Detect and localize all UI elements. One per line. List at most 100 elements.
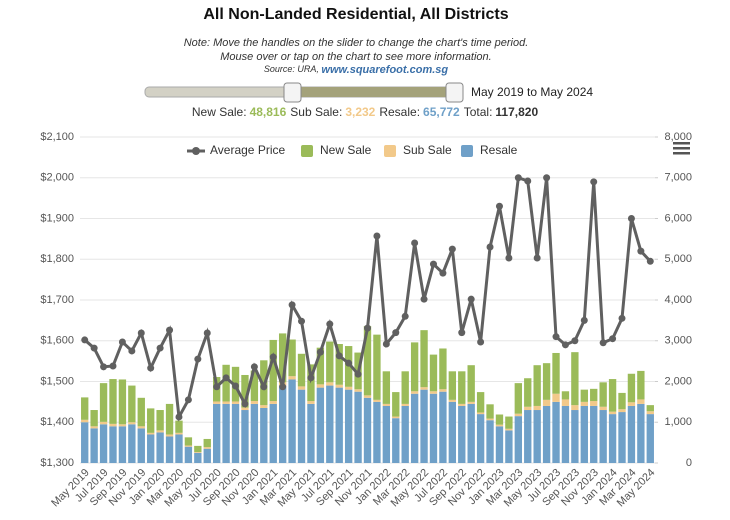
bar <box>590 401 598 406</box>
bar <box>533 365 541 406</box>
line-point <box>222 374 230 382</box>
bar <box>542 405 551 463</box>
line-point <box>184 396 192 404</box>
legend-item[interactable]: Average Price <box>187 143 285 157</box>
bar <box>194 445 202 452</box>
bar <box>297 386 306 390</box>
bar <box>213 401 221 404</box>
bar <box>90 428 98 463</box>
bar <box>561 391 570 400</box>
bar <box>250 370 259 402</box>
bar <box>382 371 391 404</box>
bar <box>467 403 475 463</box>
y2-tick-label: 1,000 <box>664 416 692 428</box>
bar <box>175 432 183 435</box>
bar <box>637 370 645 400</box>
bar <box>627 405 636 463</box>
y-tick-label: $1,700 <box>40 294 74 306</box>
bar <box>241 374 249 408</box>
legend-item[interactable]: Sub Sale <box>384 143 452 157</box>
slider-handle[interactable] <box>445 82 464 103</box>
menu-icon[interactable] <box>673 142 690 155</box>
bar <box>250 401 259 404</box>
bar <box>81 422 89 463</box>
line-point <box>269 353 277 361</box>
bar <box>316 384 325 388</box>
slider[interactable] <box>144 82 464 103</box>
line-point <box>90 344 98 352</box>
bar <box>392 416 400 419</box>
line-point <box>571 337 579 345</box>
bar <box>448 401 457 463</box>
bar <box>90 410 98 427</box>
bar <box>326 341 334 383</box>
line-point <box>364 324 371 332</box>
slider-handle[interactable] <box>283 82 302 103</box>
legend-label: Resale <box>480 143 518 157</box>
line-point <box>109 362 117 370</box>
line-point <box>298 317 306 325</box>
bar <box>203 448 211 463</box>
line-point <box>382 340 390 348</box>
line-point <box>166 326 174 334</box>
source: Source: URA, www.squarefoot.com.sg <box>264 64 449 76</box>
bar <box>118 424 127 427</box>
bar <box>571 405 579 411</box>
line-point <box>505 254 513 262</box>
bar <box>363 397 372 463</box>
line-point <box>514 174 522 182</box>
line-point <box>241 400 249 408</box>
bar <box>552 352 560 394</box>
bar <box>580 405 588 463</box>
bar <box>222 364 230 402</box>
line-point <box>429 260 437 268</box>
bar <box>458 405 466 463</box>
legend-marker <box>192 147 200 155</box>
bar <box>128 422 136 425</box>
bar <box>495 426 504 463</box>
bar <box>278 333 287 383</box>
bar <box>269 401 277 404</box>
line-point <box>194 355 202 363</box>
bar <box>514 416 522 463</box>
line-point <box>81 336 89 344</box>
bar <box>552 401 560 463</box>
bar <box>99 421 108 425</box>
bar <box>476 412 485 415</box>
bar <box>165 434 174 437</box>
bar <box>486 404 494 419</box>
slider-range <box>292 87 455 97</box>
legend-label: Average Price <box>210 143 285 157</box>
legend-item[interactable]: New Sale <box>301 143 372 157</box>
bar <box>373 401 381 463</box>
menu-bar <box>673 147 690 150</box>
bar <box>542 363 551 400</box>
bar <box>401 403 409 406</box>
legend-item[interactable]: Resale <box>461 143 518 157</box>
line-point <box>128 347 136 355</box>
source-link[interactable]: www.squarefoot.com.sg <box>321 64 448 76</box>
bar <box>646 414 654 463</box>
bar <box>288 379 296 463</box>
line-point <box>627 215 635 222</box>
bar <box>307 401 315 404</box>
summary: New Sale: 48,816 Sub Sale: 3,232 Resale: 65,7… <box>192 105 539 119</box>
bar <box>505 428 513 431</box>
bar <box>335 344 343 385</box>
line-point <box>213 383 221 391</box>
line-point <box>637 247 645 255</box>
bar <box>147 434 155 463</box>
bar <box>608 411 617 415</box>
line-point <box>288 301 296 309</box>
bar <box>203 447 211 449</box>
bar <box>439 348 447 390</box>
bar <box>288 339 296 377</box>
line-point <box>646 257 654 265</box>
summary-value: 3,232 <box>345 105 375 119</box>
bar <box>401 371 409 404</box>
bar <box>109 426 117 463</box>
bar <box>184 445 193 447</box>
bar <box>128 385 136 423</box>
bar <box>81 419 89 423</box>
bar <box>458 403 466 406</box>
